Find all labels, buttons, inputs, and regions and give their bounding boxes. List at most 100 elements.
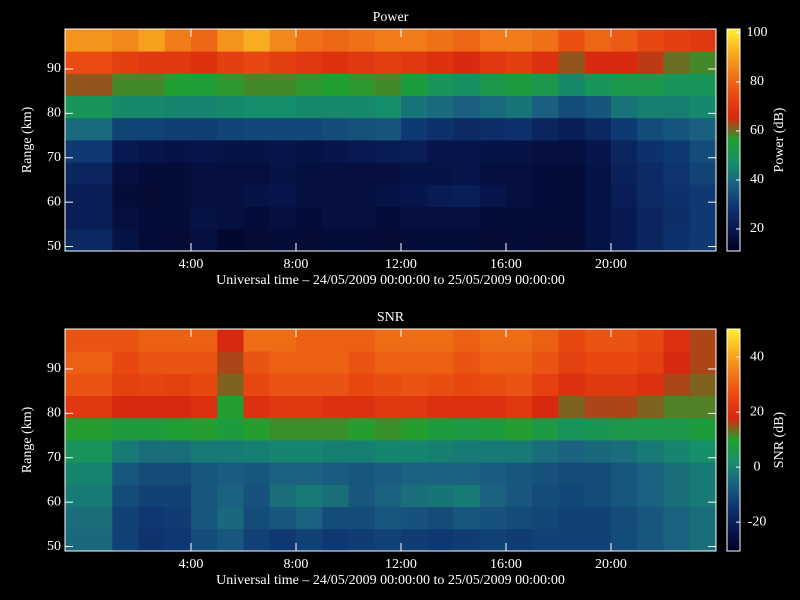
heat-cell [401, 162, 428, 185]
heat-cell [532, 95, 559, 119]
heat-cell [506, 184, 533, 207]
heat-cell [65, 162, 113, 185]
heat-cell [584, 140, 612, 163]
heat-cell [479, 462, 507, 485]
heat-cell [532, 29, 559, 52]
heat-cell [584, 528, 612, 552]
x-axis-label: Universal time – 24/05/2009 00:00:00 to … [216, 573, 565, 588]
heat-cell [243, 140, 271, 163]
heat-cell [348, 117, 376, 141]
heat-cell [217, 440, 244, 463]
heat-cell [164, 484, 192, 507]
heat-cell [374, 117, 402, 141]
heat-cell [401, 351, 428, 374]
heat-cell [164, 373, 192, 396]
heat-cell [506, 73, 533, 96]
heat-cell [506, 51, 533, 74]
heat-cell [532, 395, 559, 419]
heat-cell [427, 484, 454, 507]
heat-cell [689, 484, 717, 507]
heat-cell [532, 162, 559, 185]
heat-cell [401, 29, 428, 52]
heat-cell [374, 351, 402, 374]
heat-cell [532, 484, 559, 507]
heat-cell [217, 95, 244, 119]
heat-cell [506, 373, 533, 396]
heat-cell [401, 184, 428, 207]
heat-cell [611, 395, 638, 419]
heat-cell [479, 228, 507, 252]
heat-cell [558, 462, 586, 485]
heat-cell [164, 73, 192, 96]
heat-cell [532, 73, 559, 96]
heat-cell [611, 440, 638, 463]
heat-cell [532, 228, 559, 252]
heat-cell [348, 228, 376, 252]
heat-cell [453, 140, 481, 163]
heat-cell [453, 528, 481, 552]
heat-cell [427, 351, 454, 374]
heat-cell [427, 528, 454, 552]
heat-cell [453, 484, 481, 507]
heat-cell [164, 117, 192, 141]
heat-cell [243, 528, 271, 552]
heat-cell [164, 51, 192, 74]
heat-cell [479, 184, 507, 207]
heat-cell [689, 351, 717, 374]
heat-cell [479, 51, 507, 74]
heat-cell [322, 73, 349, 96]
colorbar-tick-label: 40 [750, 349, 764, 364]
heat-cell [558, 95, 586, 119]
colorbar-label: SNR (dB) [772, 411, 787, 468]
heat-cell [269, 329, 297, 352]
y-tick-label: 90 [47, 361, 61, 376]
heat-cell [401, 117, 428, 141]
heat-cell [191, 140, 218, 163]
heat-cell [243, 73, 271, 96]
heat-cell [374, 51, 402, 74]
heat-cell [138, 117, 166, 141]
heat-cell [243, 162, 271, 185]
heat-cell [348, 528, 376, 552]
heat-cell [112, 373, 139, 396]
x-tick-label: 8:00 [284, 557, 309, 572]
heat-cell [348, 373, 376, 396]
heat-cell [689, 373, 717, 396]
heat-cell [112, 395, 139, 419]
heat-cell [191, 395, 218, 419]
heat-cell [191, 117, 218, 141]
heat-cell [611, 329, 638, 352]
heat-cell [401, 484, 428, 507]
heat-cell [164, 228, 192, 252]
heat-cell [637, 351, 664, 374]
heat-cell [584, 395, 612, 419]
x-tick-label: 12:00 [385, 557, 417, 572]
heat-cell [191, 506, 218, 530]
heat-cell [689, 528, 717, 552]
heat-cell [584, 462, 612, 485]
heat-cell [217, 162, 244, 185]
heat-cell [611, 51, 638, 74]
heat-cell [296, 395, 323, 419]
heat-cell [532, 184, 559, 207]
heat-cell [269, 206, 297, 230]
heat-cell [506, 351, 533, 374]
heat-cell [348, 162, 376, 185]
heat-cell [217, 484, 244, 507]
heat-cell [506, 117, 533, 141]
heat-cell [138, 184, 166, 207]
heat-cell [217, 140, 244, 163]
heat-cell [112, 95, 139, 119]
heat-cell [374, 95, 402, 119]
heat-cell [296, 462, 323, 485]
heat-cell [558, 29, 586, 52]
heat-cell [611, 206, 638, 230]
heat-cell [296, 206, 323, 230]
heat-cell [427, 95, 454, 119]
heat-cell [138, 329, 166, 352]
heat-cell [191, 228, 218, 252]
heat-cell [65, 373, 113, 396]
heat-cell [689, 440, 717, 463]
heat-cell [164, 29, 192, 52]
heat-cell [611, 29, 638, 52]
